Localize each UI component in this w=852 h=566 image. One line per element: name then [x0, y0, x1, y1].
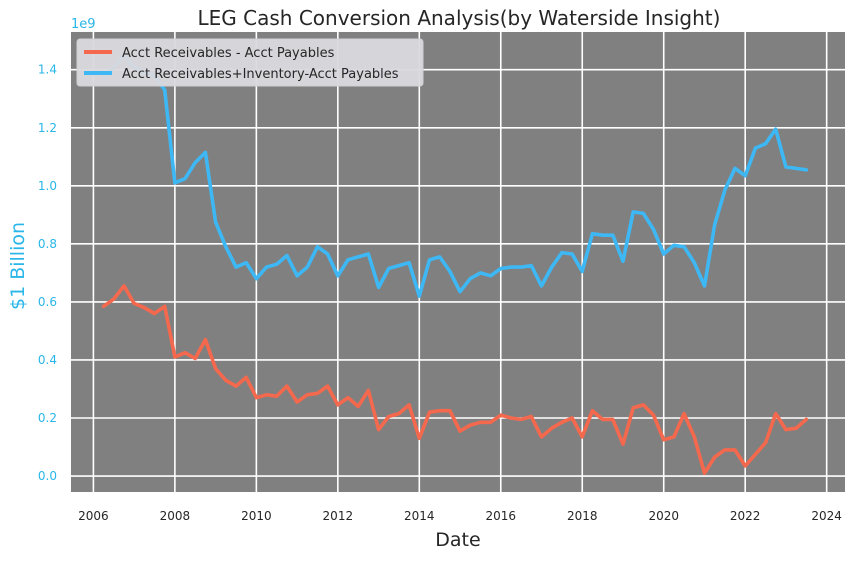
legend-label-1: Acct Receivables - Acct Payables [122, 46, 335, 61]
series-layer [101, 53, 809, 475]
plot-area [71, 32, 845, 492]
chart-title: LEG Cash Conversion Analysis(by Watersid… [198, 6, 721, 30]
x-tick-label: 2008 [160, 509, 191, 523]
x-tick-label: 2024 [811, 509, 842, 523]
y-axis-ticks: 0.0 0.2 0.4 0.6 0.8 1.0 1.2 1.4 [38, 63, 57, 483]
series-line-1 [101, 284, 809, 475]
x-tick-label: 2022 [730, 509, 761, 523]
y-tick-label: 0.2 [38, 411, 57, 425]
y-tick-label: 0.0 [38, 469, 57, 483]
series-line-2 [101, 53, 809, 298]
x-tick-label: 2006 [78, 509, 109, 523]
legend: Acct Receivables - Acct Payables Acct Rec… [76, 38, 424, 87]
y-tick-label: 1.2 [38, 121, 57, 135]
y-offset-label: 1e9 [71, 17, 96, 32]
x-tick-label: 2020 [648, 509, 679, 523]
legend-label-2: Acct Receivables+Inventory-Acct Payables [122, 67, 399, 82]
y-tick-label: 0.4 [38, 353, 57, 367]
x-tick-label: 2010 [241, 509, 272, 523]
y-tick-label: 1.0 [38, 179, 57, 193]
x-axis-label: Date [435, 529, 480, 551]
y-tick-label: 1.4 [38, 63, 57, 77]
y-tick-label: 0.8 [38, 237, 57, 251]
y-tick-label: 0.6 [38, 295, 57, 309]
legend-box [76, 38, 424, 87]
x-tick-label: 2018 [567, 509, 598, 523]
x-tick-label: 2012 [323, 509, 354, 523]
grid [71, 32, 845, 492]
y-axis-label: $1 Billion [7, 222, 29, 310]
x-axis-ticks: 2006 2008 2010 2012 2014 2016 2018 2020 2022 2024 [78, 509, 842, 523]
x-tick-label: 2014 [404, 509, 435, 523]
x-tick-label: 2016 [486, 509, 517, 523]
